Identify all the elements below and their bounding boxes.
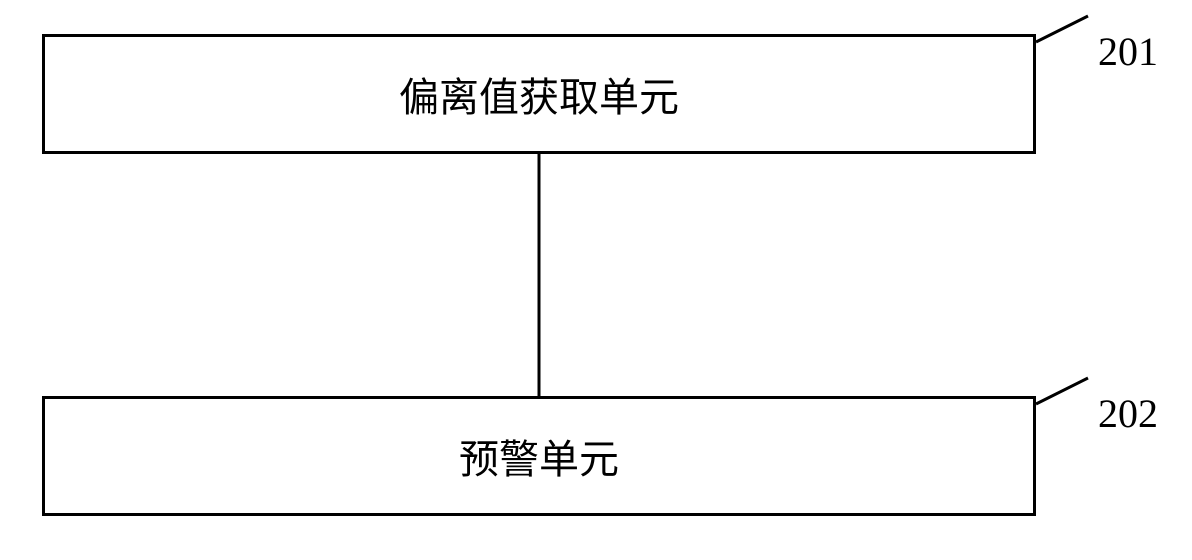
lead-line-201 — [1036, 16, 1088, 42]
ref-label-202: 202 — [1098, 390, 1158, 437]
node-deviation-acquisition-unit: 偏离值获取单元 — [42, 34, 1036, 154]
node-label: 偏离值获取单元 — [399, 65, 679, 123]
node-warning-unit: 预警单元 — [42, 396, 1036, 516]
diagram-canvas: 偏离值获取单元 201 预警单元 202 — [0, 0, 1192, 560]
node-label: 预警单元 — [459, 427, 619, 485]
ref-label-201: 201 — [1098, 28, 1158, 75]
lead-line-202 — [1036, 378, 1088, 404]
